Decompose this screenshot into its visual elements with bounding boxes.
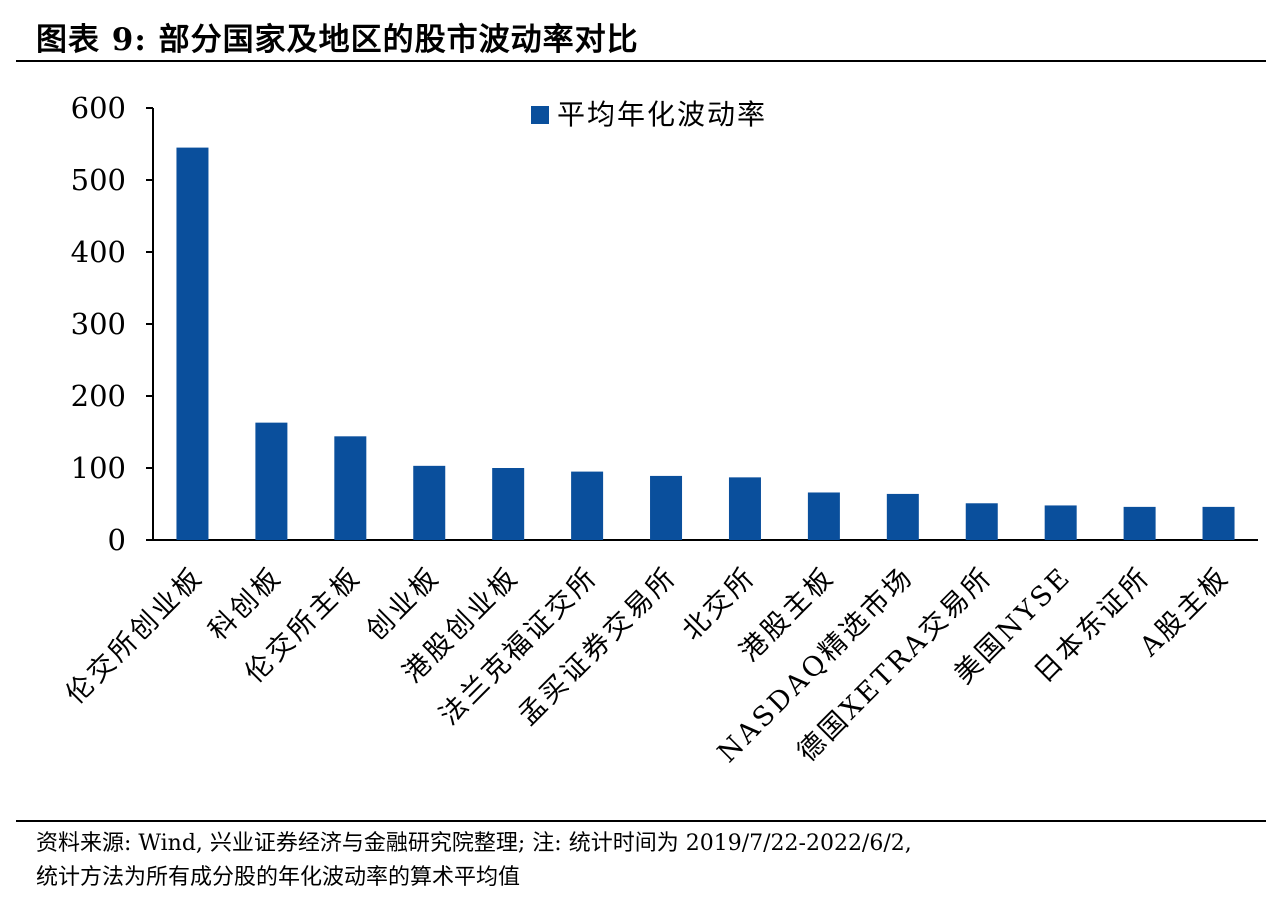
bar	[334, 436, 367, 540]
title-divider	[16, 60, 1266, 62]
source-line-1: 资料来源: Wind, 兴业证券经济与金融研究院整理; 注: 统计时间为 201…	[36, 831, 912, 856]
bar	[886, 493, 919, 540]
y-tick-label: 600	[71, 91, 126, 125]
bar	[255, 422, 288, 540]
bar	[492, 468, 525, 540]
bar	[571, 471, 604, 540]
y-tick-label: 400	[71, 235, 126, 269]
bar	[1123, 506, 1156, 540]
x-tick-labels: 伦交所创业板科创板伦交所主板创业板港股创业板法兰克福证交所孟买证券交易所北交所港…	[60, 561, 1235, 769]
source-line-2: 统计方法为所有成分股的年化波动率的算术平均值	[36, 865, 521, 890]
source-note: 资料来源: Wind, 兴业证券经济与金融研究院整理; 注: 统计时间为 201…	[36, 827, 912, 895]
y-tick-label: 200	[71, 379, 126, 413]
legend-label: 平均年化波动率	[557, 98, 767, 131]
bar	[413, 465, 446, 540]
x-tick-label: 伦交所创业板	[60, 561, 209, 710]
footer-divider	[16, 820, 1266, 822]
y-tick-label: 100	[71, 451, 126, 485]
bar	[965, 503, 998, 540]
y-tick-label: 500	[71, 163, 126, 197]
bar-chart: 0 100 200 300 400 500 600 伦交所创业板科创板伦交所主板创业板港股创…	[60, 91, 1258, 769]
bar	[728, 477, 761, 540]
y-tick-label: 0	[108, 523, 126, 557]
bar	[807, 492, 840, 540]
legend: 平均年化波动率	[531, 98, 767, 131]
bar	[1044, 505, 1077, 540]
bar	[1202, 506, 1235, 540]
bar	[650, 475, 683, 540]
y-tick-label: 300	[71, 307, 126, 341]
bar-series	[176, 147, 1235, 540]
legend-swatch	[531, 106, 549, 124]
y-axis: 0 100 200 300 400 500 600	[71, 91, 154, 557]
bar	[176, 147, 209, 540]
chart-title: 图表 9: 部分国家及地区的股市波动率对比	[36, 22, 639, 58]
